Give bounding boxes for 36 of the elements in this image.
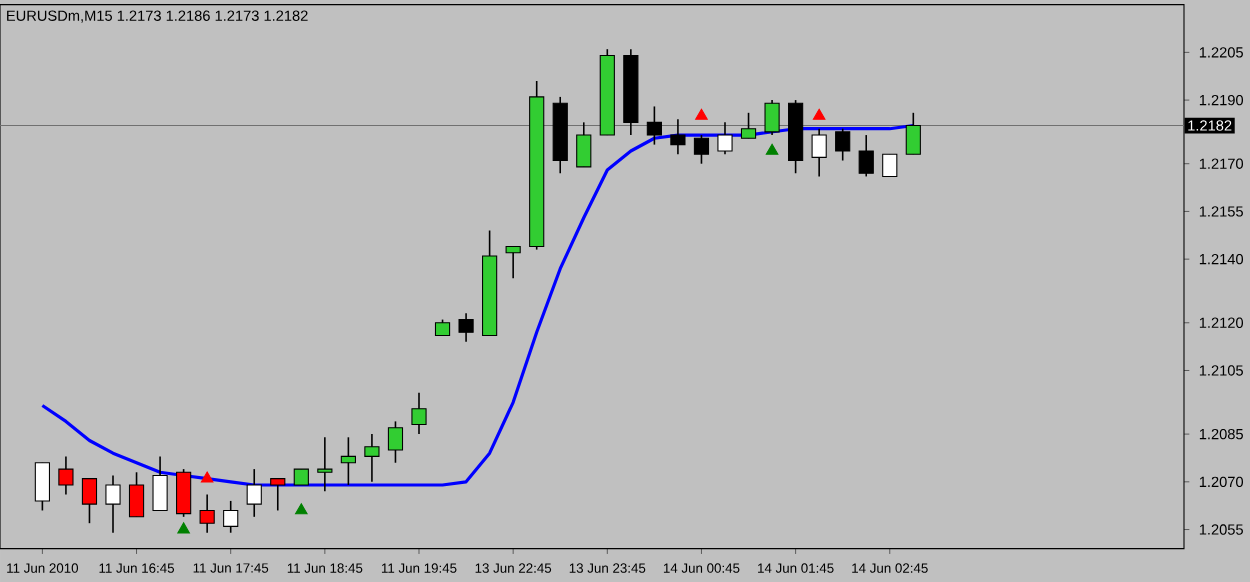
candlestick [740, 112, 757, 140]
candlestick [317, 436, 333, 493]
point [200, 471, 214, 483]
candlestick [576, 121, 592, 168]
point [765, 143, 779, 155]
candlestick [458, 312, 474, 343]
candlestick [58, 455, 74, 496]
candlestick [411, 391, 427, 435]
point [695, 108, 708, 120]
candlestick [387, 420, 404, 464]
candlestick [246, 468, 262, 518]
candlestick [105, 474, 121, 534]
candlestick [340, 436, 356, 486]
candlestick [128, 471, 145, 518]
candlestick [646, 105, 662, 146]
candlestick [34, 461, 50, 512]
point [295, 503, 308, 515]
candlestick [81, 477, 98, 524]
point [177, 522, 190, 534]
candlestick [670, 118, 686, 155]
candlestick [693, 134, 710, 165]
candlestick [364, 433, 380, 483]
candlestick [223, 500, 239, 534]
candlestick [152, 455, 168, 512]
candlestick [858, 134, 874, 178]
candlestick [199, 493, 215, 534]
candlestick [717, 121, 733, 155]
candlestick [764, 99, 780, 136]
candlestick [905, 112, 921, 155]
candlestick [882, 153, 898, 178]
candlestick [835, 127, 851, 162]
candlestick [811, 127, 827, 178]
candlestick [270, 477, 286, 512]
candlestick [505, 245, 521, 280]
candlestick [176, 468, 192, 518]
point [812, 108, 826, 120]
